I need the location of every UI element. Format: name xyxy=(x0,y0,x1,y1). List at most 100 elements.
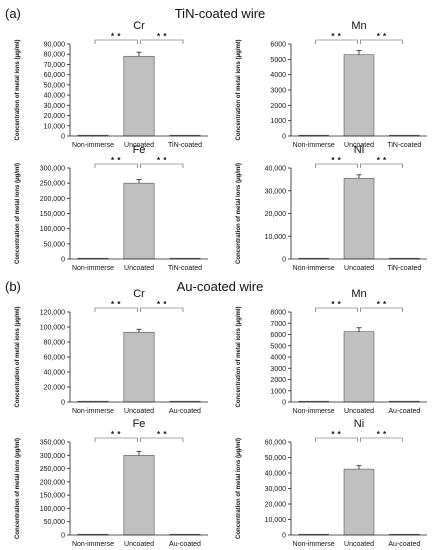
y-axis-label: Concentration of metal ions (μg/ml) xyxy=(236,163,242,264)
category-label: Non-immerse xyxy=(293,408,335,415)
category-label: Uncoated xyxy=(124,408,154,415)
category-label: Uncoated xyxy=(124,541,154,548)
y-tick-label: 4000 xyxy=(270,72,286,79)
significance-bracket xyxy=(360,163,403,168)
y-tick-label: 250,000 xyxy=(40,181,65,188)
y-tick-label: 50,000 xyxy=(44,241,66,248)
category-label: Non-immerse xyxy=(72,142,114,149)
chart-3: Ni Concentration of metal ions (μg/ml) 0 10… xyxy=(236,144,427,272)
significance-bracket xyxy=(140,437,184,442)
bar xyxy=(123,182,155,260)
y-tick-label: 40,000 xyxy=(44,370,66,377)
significance-bracket xyxy=(94,39,138,44)
significance-bracket xyxy=(360,307,403,312)
significance-bracket xyxy=(360,437,403,442)
y-tick-label: 6000 xyxy=(270,332,286,339)
y-tick-label: 10,000 xyxy=(265,234,287,241)
bar xyxy=(123,454,155,536)
significance-label: * * xyxy=(111,300,121,309)
y-tick-label: 0 xyxy=(282,257,286,264)
category-label: TiN-coated xyxy=(168,142,202,149)
bar xyxy=(343,177,375,260)
category-label: Uncoated xyxy=(124,142,154,149)
y-tick-label: 0 xyxy=(61,533,65,540)
significance-label: * * xyxy=(331,430,341,439)
y-tick-label: 3000 xyxy=(270,88,286,95)
y-tick-label: 30,000 xyxy=(265,486,287,493)
bar xyxy=(343,468,375,536)
y-tick-label: 100,000 xyxy=(40,506,65,513)
significance-bracket xyxy=(315,163,358,168)
significance-bracket xyxy=(94,307,138,312)
y-axis-label: Concentration of metal ions (μg/ml) xyxy=(236,306,242,407)
chart-6: Fe Concentration of metal ions (μg/ml) 0 50… xyxy=(15,418,208,548)
significance-bracket xyxy=(360,39,403,44)
chart-title: Cr xyxy=(133,288,145,300)
significance-bracket xyxy=(315,307,358,312)
y-tick-label: 10,000 xyxy=(44,123,66,130)
y-tick-label: 7000 xyxy=(270,321,286,328)
category-label: Non-immerse xyxy=(72,265,114,272)
significance-label: * * xyxy=(377,300,387,309)
y-axis-label: Concentration of metal ions (μg/ml) xyxy=(15,438,21,539)
y-tick-label: 40,000 xyxy=(265,166,287,173)
chart-1: Mn Concentration of metal ions (μg/ml) 0 10… xyxy=(236,20,427,149)
chart-title: Cr xyxy=(133,20,145,32)
y-tick-label: 1000 xyxy=(270,118,286,125)
y-tick-label: 150,000 xyxy=(40,493,65,500)
y-tick-label: 20,000 xyxy=(44,385,66,392)
y-tick-label: 150,000 xyxy=(40,211,65,218)
chart-title: Fe xyxy=(133,144,146,156)
y-tick-label: 20,000 xyxy=(265,502,287,509)
bar xyxy=(123,331,155,403)
significance-label: * * xyxy=(111,430,121,439)
y-axis-label: Concentration of metal ions (μg/ml) xyxy=(236,438,242,539)
chart-5: Mn Concentration of metal ions (μg/ml) 0 10… xyxy=(236,288,427,415)
y-tick-label: 0 xyxy=(61,134,65,141)
y-tick-label: 80,000 xyxy=(44,52,66,59)
y-tick-label: 60,000 xyxy=(265,440,287,447)
category-label: Au-coated xyxy=(388,408,420,415)
y-tick-label: 50,000 xyxy=(44,82,66,89)
y-tick-label: 60,000 xyxy=(44,355,66,362)
significance-label: * * xyxy=(377,32,387,41)
y-tick-label: 20,000 xyxy=(265,211,287,218)
y-axis-label: Concentration of metal ions (μg/ml) xyxy=(15,39,21,140)
category-label: Au-coated xyxy=(388,541,420,548)
y-axis-label: Concentration of metal ions (μg/ml) xyxy=(236,39,242,140)
significance-label: * * xyxy=(157,300,167,309)
significance-label: * * xyxy=(377,430,387,439)
y-tick-label: 6000 xyxy=(270,42,286,49)
category-label: Non-immerse xyxy=(72,541,114,548)
significance-bracket xyxy=(315,437,358,442)
significance-label: * * xyxy=(331,300,341,309)
y-tick-label: 5000 xyxy=(270,343,286,350)
y-tick-label: 60,000 xyxy=(44,72,66,79)
category-label: Uncoated xyxy=(124,265,154,272)
panel-title-a: TiN-coated wire xyxy=(175,6,266,21)
y-tick-label: 200,000 xyxy=(40,196,65,203)
significance-label: * * xyxy=(331,156,341,165)
chart-title: Ni xyxy=(354,144,364,156)
y-tick-label: 2000 xyxy=(270,377,286,384)
significance-label: * * xyxy=(157,156,167,165)
category-label: Non-immerse xyxy=(72,408,114,415)
y-tick-label: 100,000 xyxy=(40,226,65,233)
y-tick-label: 2000 xyxy=(270,103,286,110)
panel-title-b: Au-coated wire xyxy=(177,279,264,294)
significance-label: * * xyxy=(331,32,341,41)
panel-label-b: (b) xyxy=(5,279,21,294)
y-tick-label: 10,000 xyxy=(265,517,287,524)
significance-bracket xyxy=(140,163,184,168)
significance-bracket xyxy=(94,437,138,442)
category-label: Uncoated xyxy=(344,265,374,272)
significance-bracket xyxy=(140,39,184,44)
significance-label: * * xyxy=(111,32,121,41)
y-tick-label: 90,000 xyxy=(44,42,66,49)
significance-label: * * xyxy=(157,32,167,41)
chart-0: Cr Concentration of metal ions (μg/ml) 0 10… xyxy=(15,20,208,149)
y-tick-label: 300,000 xyxy=(40,166,65,173)
chart-4: Cr Concentration of metal ions (μg/ml) 0 20… xyxy=(15,288,208,415)
y-tick-label: 0 xyxy=(61,257,65,264)
